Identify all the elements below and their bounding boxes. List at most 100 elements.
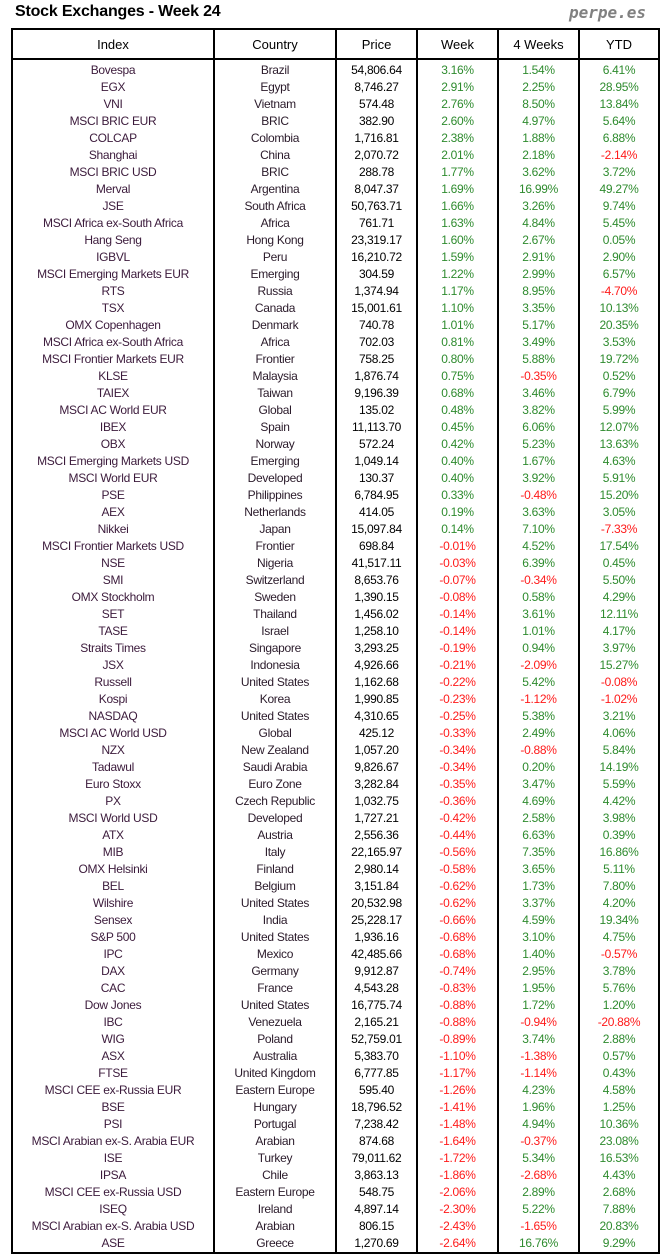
price-cell: 382.90 — [335, 113, 417, 130]
ytd-change-cell: 14.19% — [578, 759, 659, 776]
index-cell: TAIEX — [96, 386, 130, 400]
country-cell: Turkey — [213, 1150, 336, 1167]
country-cell: France — [213, 980, 336, 997]
ytd-change-cell: -20.88% — [578, 1014, 659, 1031]
index-cell: Sensex — [93, 913, 133, 927]
price-cell: 595.40 — [335, 1082, 417, 1099]
table-row: MSCI BRIC EUR BRIC 382.90 2.60% 4.97% 5.64% — [12, 113, 659, 130]
four-weeks-change-cell: 2.99% — [497, 266, 579, 283]
week-change-cell: 0.33% — [416, 487, 498, 504]
four-weeks-change-cell: 2.91% — [497, 249, 579, 266]
country-cell: Indonesia — [213, 657, 336, 674]
country-cell: Canada — [213, 300, 336, 317]
four-weeks-change-cell: 2.95% — [497, 963, 579, 980]
week-change-cell: -0.68% — [416, 946, 498, 963]
week-change-cell: -0.89% — [416, 1031, 498, 1048]
week-change-cell: 0.40% — [416, 453, 498, 470]
four-weeks-change-cell: 3.49% — [497, 334, 579, 351]
four-weeks-change-cell: 4.69% — [497, 793, 579, 810]
four-weeks-change-cell: 6.06% — [497, 419, 579, 436]
table-row: MSCI Emerging Markets USD Emerging 1,049.1… — [12, 453, 659, 470]
price-cell: 740.78 — [335, 317, 417, 334]
price-cell: 1,049.14 — [335, 453, 417, 470]
four-weeks-change-cell: 1.72% — [497, 997, 579, 1014]
price-cell: 7,238.42 — [335, 1116, 417, 1133]
four-weeks-change-cell: 3.10% — [497, 929, 579, 946]
table-row: MSCI World USD Developed 1,727.21 -0.42% 2.5… — [12, 810, 659, 827]
ytd-change-cell: 6.79% — [578, 385, 659, 402]
table-row: Straits Times Singapore 3,293.25 -0.19% 0.94… — [12, 640, 659, 657]
column-header-index: Index — [12, 29, 214, 60]
price-cell: 3,282.84 — [335, 776, 417, 793]
ytd-change-cell: 17.54% — [578, 538, 659, 555]
ytd-change-cell: 5.91% — [578, 470, 659, 487]
ytd-change-cell: 5.84% — [578, 742, 659, 759]
four-weeks-change-cell: -1.14% — [497, 1065, 579, 1082]
week-change-cell: 0.68% — [416, 385, 498, 402]
ytd-change-cell: 3.53% — [578, 334, 659, 351]
country-cell: Japan — [213, 521, 336, 538]
ytd-change-cell: 4.06% — [578, 725, 659, 742]
table-row: ISEQ Ireland 4,897.14 -2.30% 5.22% 7.88% — [12, 1201, 659, 1218]
country-cell: Chile — [213, 1167, 336, 1184]
four-weeks-change-cell: -0.35% — [497, 368, 579, 385]
week-change-cell: -0.42% — [416, 810, 498, 827]
table-row: BSE Hungary 18,796.52 -1.41% 1.96% 1.25% — [12, 1099, 659, 1116]
country-cell: United States — [213, 895, 336, 912]
price-cell: 6,777.85 — [335, 1065, 417, 1082]
price-cell: 50,763.71 — [335, 198, 417, 215]
week-change-cell: -2.64% — [416, 1235, 498, 1253]
four-weeks-change-cell: 7.35% — [497, 844, 579, 861]
price-cell: 2,070.72 — [335, 147, 417, 164]
index-cell: AEX — [101, 505, 125, 519]
ytd-change-cell: 20.35% — [578, 317, 659, 334]
ytd-change-cell: 0.45% — [578, 555, 659, 572]
index-cell: Bovespa — [90, 63, 136, 77]
four-weeks-change-cell: 2.49% — [497, 725, 579, 742]
table-row: Merval Argentina 8,047.37 1.69% 16.99% 49.27% — [12, 181, 659, 198]
table-row: PX Czech Republic 1,032.75 -0.36% 4.69% 4.42% — [12, 793, 659, 810]
index-cell: MSCI World USD — [68, 811, 158, 825]
price-cell: 25,228.17 — [335, 912, 417, 929]
price-cell: 758.25 — [335, 351, 417, 368]
four-weeks-change-cell: 2.18% — [497, 147, 579, 164]
index-cell: S&P 500 — [90, 930, 136, 944]
four-weeks-change-cell: 0.20% — [497, 759, 579, 776]
country-cell: United States — [213, 674, 336, 691]
price-cell: 4,543.28 — [335, 980, 417, 997]
price-cell: 3,863.13 — [335, 1167, 417, 1184]
table-row: SET Thailand 1,456.02 -0.14% 3.61% 12.11% — [12, 606, 659, 623]
ytd-change-cell: 16.53% — [578, 1150, 659, 1167]
week-change-cell: -2.43% — [416, 1218, 498, 1235]
four-weeks-change-cell: 3.63% — [497, 504, 579, 521]
index-cell: FTSE — [98, 1066, 128, 1080]
ytd-change-cell: 3.72% — [578, 164, 659, 181]
four-weeks-change-cell: 4.52% — [497, 538, 579, 555]
country-cell: Mexico — [213, 946, 336, 963]
week-change-cell: 0.14% — [416, 521, 498, 538]
week-change-cell: 0.48% — [416, 402, 498, 419]
week-change-cell: -0.07% — [416, 572, 498, 589]
index-cell: Straits Times — [80, 641, 146, 655]
table-row: MSCI AC World USD Global 425.12 -0.33% 2.49%… — [12, 725, 659, 742]
ytd-change-cell: 2.68% — [578, 1184, 659, 1201]
country-cell: Australia — [213, 1048, 336, 1065]
index-cell: MSCI Arabian ex-S. Arabia USD — [31, 1219, 195, 1233]
index-cell: Tadawul — [92, 760, 134, 774]
week-change-cell: -0.36% — [416, 793, 498, 810]
week-change-cell: 1.66% — [416, 198, 498, 215]
week-change-cell: -0.33% — [416, 725, 498, 742]
country-cell: Sweden — [213, 589, 336, 606]
ytd-change-cell: 6.88% — [578, 130, 659, 147]
country-cell: United States — [213, 708, 336, 725]
country-cell: Poland — [213, 1031, 336, 1048]
price-cell: 1,456.02 — [335, 606, 417, 623]
index-cell: PX — [105, 794, 121, 808]
price-cell: 15,097.84 — [335, 521, 417, 538]
index-cell: Hang Seng — [84, 233, 142, 247]
week-change-cell: -1.41% — [416, 1099, 498, 1116]
country-cell: United Kingdom — [213, 1065, 336, 1082]
four-weeks-change-cell: -1.38% — [497, 1048, 579, 1065]
four-weeks-change-cell: 7.10% — [497, 521, 579, 538]
week-change-cell: -1.26% — [416, 1082, 498, 1099]
